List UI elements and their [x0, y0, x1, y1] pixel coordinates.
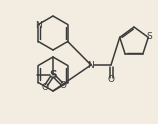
- Text: S: S: [146, 32, 152, 41]
- Text: N: N: [88, 61, 94, 69]
- Text: N: N: [35, 21, 42, 30]
- Text: O: O: [60, 80, 67, 90]
- Text: O: O: [107, 76, 115, 84]
- Text: O: O: [42, 82, 49, 92]
- Text: S: S: [49, 70, 57, 80]
